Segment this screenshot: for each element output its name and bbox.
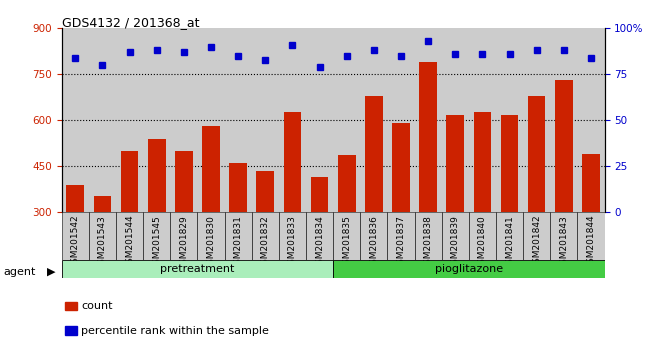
FancyBboxPatch shape	[225, 212, 252, 260]
Text: agent: agent	[3, 267, 36, 277]
Bar	[175, 151, 192, 212]
Bar	[283, 112, 301, 212]
FancyBboxPatch shape	[252, 212, 279, 260]
FancyBboxPatch shape	[143, 212, 170, 260]
Text: GSM201835: GSM201835	[342, 215, 351, 270]
Bar	[338, 155, 356, 212]
Bar	[94, 195, 111, 212]
FancyBboxPatch shape	[333, 212, 360, 260]
Text: GSM201543: GSM201543	[98, 215, 107, 269]
Bar	[555, 80, 573, 212]
Bar	[474, 112, 491, 212]
Text: GSM201839: GSM201839	[450, 215, 460, 270]
Bar	[447, 115, 464, 212]
Text: GSM201840: GSM201840	[478, 215, 487, 269]
Text: ▶: ▶	[47, 267, 55, 277]
FancyBboxPatch shape	[89, 212, 116, 260]
FancyBboxPatch shape	[279, 212, 306, 260]
Text: GSM201834: GSM201834	[315, 215, 324, 269]
Text: GSM201833: GSM201833	[288, 215, 297, 270]
FancyBboxPatch shape	[333, 260, 604, 278]
Text: GSM201830: GSM201830	[207, 215, 216, 270]
Text: count: count	[81, 301, 112, 311]
FancyBboxPatch shape	[550, 212, 577, 260]
FancyBboxPatch shape	[116, 212, 143, 260]
FancyBboxPatch shape	[523, 212, 550, 260]
FancyBboxPatch shape	[170, 212, 198, 260]
Bar	[528, 96, 545, 212]
FancyBboxPatch shape	[577, 212, 605, 260]
Text: GSM201832: GSM201832	[261, 215, 270, 269]
FancyBboxPatch shape	[360, 212, 387, 260]
Bar	[66, 185, 84, 212]
FancyBboxPatch shape	[469, 212, 496, 260]
Text: pioglitazone: pioglitazone	[435, 264, 503, 274]
Text: GSM201829: GSM201829	[179, 215, 188, 269]
FancyBboxPatch shape	[306, 212, 333, 260]
Bar	[582, 154, 600, 212]
Text: percentile rank within the sample: percentile rank within the sample	[81, 326, 269, 336]
Bar	[257, 171, 274, 212]
Text: pretreatment: pretreatment	[161, 264, 235, 274]
FancyBboxPatch shape	[387, 212, 415, 260]
Text: GDS4132 / 201368_at: GDS4132 / 201368_at	[62, 16, 200, 29]
Bar	[121, 151, 138, 212]
Bar	[148, 139, 166, 212]
Bar	[202, 126, 220, 212]
Text: GSM201842: GSM201842	[532, 215, 541, 269]
Bar	[500, 115, 518, 212]
Text: GSM201841: GSM201841	[505, 215, 514, 269]
FancyBboxPatch shape	[496, 212, 523, 260]
Text: GSM201544: GSM201544	[125, 215, 134, 269]
Text: GSM201838: GSM201838	[424, 215, 433, 270]
Text: GSM201831: GSM201831	[233, 215, 242, 270]
FancyBboxPatch shape	[415, 212, 442, 260]
Bar	[392, 123, 410, 212]
FancyBboxPatch shape	[198, 212, 225, 260]
Text: GSM201843: GSM201843	[559, 215, 568, 269]
Bar	[365, 96, 383, 212]
Text: GSM201545: GSM201545	[152, 215, 161, 269]
Text: GSM201837: GSM201837	[396, 215, 406, 270]
Bar	[311, 177, 328, 212]
Text: GSM201542: GSM201542	[71, 215, 80, 269]
Bar	[229, 163, 247, 212]
FancyBboxPatch shape	[442, 212, 469, 260]
Text: GSM201844: GSM201844	[586, 215, 595, 269]
FancyBboxPatch shape	[62, 212, 89, 260]
Bar	[419, 62, 437, 212]
FancyBboxPatch shape	[62, 260, 333, 278]
Text: GSM201836: GSM201836	[369, 215, 378, 270]
